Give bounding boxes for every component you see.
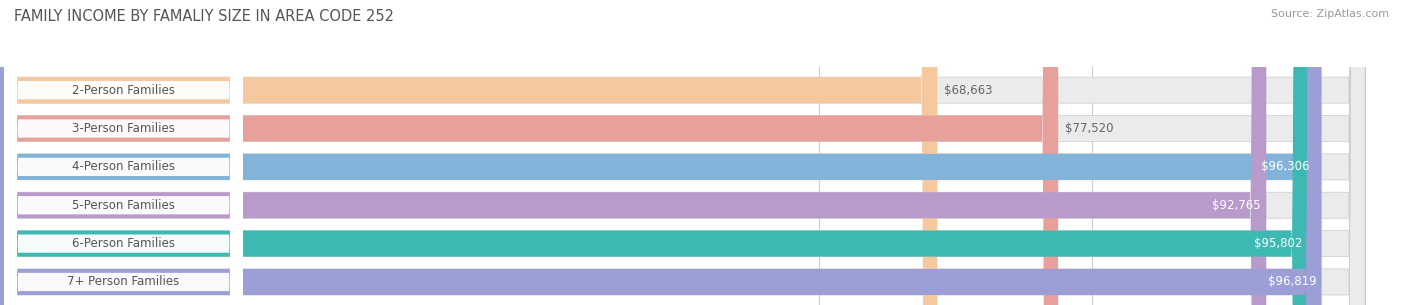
FancyBboxPatch shape — [0, 0, 1365, 305]
FancyBboxPatch shape — [4, 0, 243, 305]
FancyBboxPatch shape — [0, 0, 1322, 305]
Text: FAMILY INCOME BY FAMALIY SIZE IN AREA CODE 252: FAMILY INCOME BY FAMALIY SIZE IN AREA CO… — [14, 9, 394, 24]
FancyBboxPatch shape — [0, 0, 938, 305]
Text: 2-Person Families: 2-Person Families — [72, 84, 174, 97]
Text: 3-Person Families: 3-Person Families — [72, 122, 174, 135]
Text: $96,306: $96,306 — [1261, 160, 1309, 173]
FancyBboxPatch shape — [4, 0, 243, 305]
FancyBboxPatch shape — [0, 0, 1267, 305]
FancyBboxPatch shape — [0, 0, 1365, 305]
FancyBboxPatch shape — [4, 0, 243, 305]
Text: $96,819: $96,819 — [1268, 275, 1316, 289]
Text: $92,765: $92,765 — [1212, 199, 1261, 212]
FancyBboxPatch shape — [0, 0, 1059, 305]
FancyBboxPatch shape — [4, 0, 243, 305]
Text: 7+ Person Families: 7+ Person Families — [67, 275, 180, 289]
FancyBboxPatch shape — [4, 0, 243, 305]
FancyBboxPatch shape — [0, 0, 1365, 305]
Text: $77,520: $77,520 — [1064, 122, 1114, 135]
Text: $68,663: $68,663 — [943, 84, 993, 97]
FancyBboxPatch shape — [4, 0, 243, 305]
Text: 5-Person Families: 5-Person Families — [72, 199, 174, 212]
FancyBboxPatch shape — [0, 0, 1308, 305]
FancyBboxPatch shape — [0, 0, 1365, 305]
Text: Source: ZipAtlas.com: Source: ZipAtlas.com — [1271, 9, 1389, 19]
Text: 6-Person Families: 6-Person Families — [72, 237, 174, 250]
Text: $95,802: $95,802 — [1254, 237, 1302, 250]
Text: 4-Person Families: 4-Person Families — [72, 160, 174, 173]
FancyBboxPatch shape — [0, 0, 1315, 305]
FancyBboxPatch shape — [0, 0, 1365, 305]
FancyBboxPatch shape — [0, 0, 1365, 305]
